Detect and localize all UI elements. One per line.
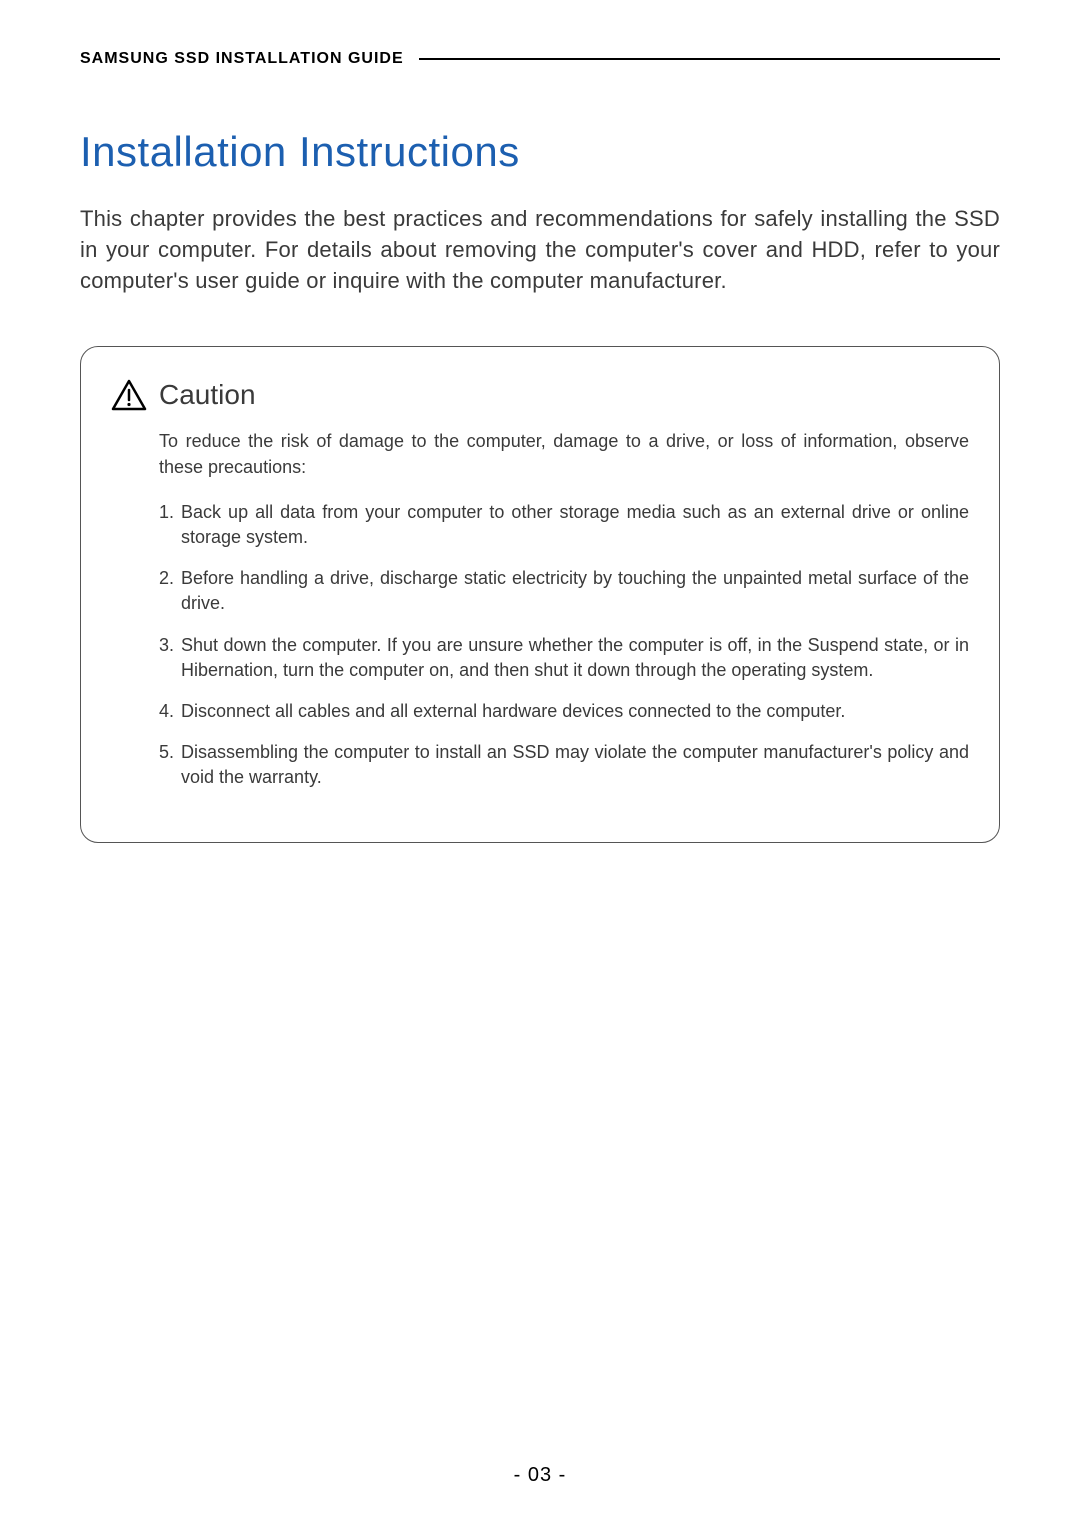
header-title: SAMSUNG SSD INSTALLATION GUIDE xyxy=(80,50,404,68)
caution-list-item: Disconnect all cables and all external h… xyxy=(159,699,969,724)
warning-triangle-icon xyxy=(111,379,147,411)
caution-box: Caution To reduce the risk of damage to … xyxy=(80,346,1000,843)
caution-header: Caution xyxy=(111,379,969,411)
intro-paragraph: This chapter provides the best practices… xyxy=(80,204,1000,296)
main-heading: Installation Instructions xyxy=(80,128,1000,176)
caution-list-item: Disassembling the computer to install an… xyxy=(159,740,969,790)
caution-list-item: Before handling a drive, discharge stati… xyxy=(159,566,969,616)
caution-list-item: Shut down the computer. If you are unsur… xyxy=(159,633,969,683)
caution-list-item: Back up all data from your computer to o… xyxy=(159,500,969,550)
page-header: SAMSUNG SSD INSTALLATION GUIDE xyxy=(80,50,1000,68)
page-number: - 03 - xyxy=(514,1464,567,1487)
caution-list: Back up all data from your computer to o… xyxy=(159,500,969,791)
header-divider-line xyxy=(419,58,1000,60)
caution-intro-text: To reduce the risk of damage to the comp… xyxy=(159,429,969,479)
caution-title: Caution xyxy=(159,379,256,411)
